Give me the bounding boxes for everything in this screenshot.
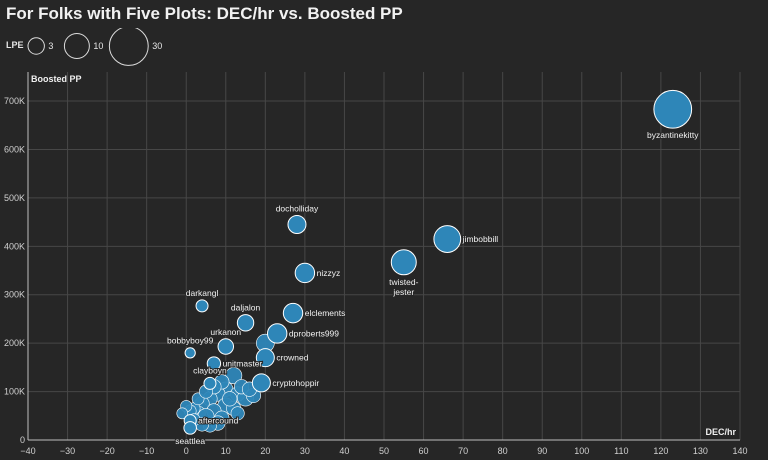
x-tick-label: −10 bbox=[139, 446, 154, 456]
size-legend: LPE 3 10 30 bbox=[6, 28, 206, 68]
x-tick-label: 140 bbox=[732, 446, 747, 456]
y-tick-label: 600K bbox=[4, 144, 25, 154]
y-tick-label: 200K bbox=[4, 338, 25, 348]
size-legend-title: LPE bbox=[6, 40, 24, 50]
x-axis-title: DEC/hr bbox=[705, 427, 736, 437]
size-legend-label: 30 bbox=[152, 41, 162, 51]
y-tick-label: 0 bbox=[20, 435, 25, 445]
point-label: crowned bbox=[276, 353, 308, 363]
y-tick-label: 400K bbox=[4, 241, 25, 251]
scatter-point bbox=[251, 373, 271, 393]
point-label: clayboyn bbox=[193, 365, 227, 375]
x-tick-label: 60 bbox=[419, 446, 429, 456]
scatter-point bbox=[653, 89, 693, 129]
x-tick-label: 50 bbox=[379, 446, 389, 456]
point-label: elclements bbox=[305, 308, 346, 318]
size-legend-circle bbox=[27, 37, 45, 55]
x-tick-label: 130 bbox=[693, 446, 708, 456]
point-label: seattlea bbox=[175, 436, 205, 446]
x-tick-label: 90 bbox=[537, 446, 547, 456]
x-tick-label: 30 bbox=[300, 446, 310, 456]
size-legend-label: 3 bbox=[48, 41, 53, 51]
scatter-point bbox=[433, 225, 462, 253]
scatter-point bbox=[294, 262, 316, 284]
chart-title: For Folks with Five Plots: DEC/hr vs. Bo… bbox=[6, 4, 403, 23]
scatter-point bbox=[230, 406, 245, 421]
scatter-point bbox=[255, 348, 275, 368]
scatter-point bbox=[287, 215, 307, 235]
y-tick-label: 100K bbox=[4, 387, 25, 397]
point-label: twisted-jester bbox=[389, 277, 418, 297]
scatter-point bbox=[203, 376, 217, 390]
x-tick-label: 120 bbox=[653, 446, 668, 456]
size-legend-svg: 3 10 30 bbox=[27, 28, 162, 66]
scatter-point bbox=[282, 302, 304, 324]
point-label: unitmaster bbox=[223, 358, 263, 368]
y-tick-label: 700K bbox=[4, 96, 25, 106]
point-label: cryptohoppir bbox=[272, 378, 319, 388]
size-legend-label: 10 bbox=[93, 41, 103, 51]
point-label: dproberts999 bbox=[289, 328, 339, 338]
point-label: darkangl bbox=[186, 288, 219, 298]
x-tick-label: −40 bbox=[20, 446, 35, 456]
scatter-point bbox=[183, 421, 197, 435]
x-tick-label: 100 bbox=[574, 446, 589, 456]
x-tick-label: −20 bbox=[99, 446, 114, 456]
point-label: urkanon bbox=[210, 327, 241, 337]
point-label: daljalon bbox=[231, 303, 261, 313]
scatter-point bbox=[217, 338, 235, 355]
point-label: byzantinekitty bbox=[647, 130, 699, 140]
y-tick-label: 500K bbox=[4, 193, 25, 203]
point-label: nizzyz bbox=[317, 268, 341, 278]
x-tick-label: 40 bbox=[339, 446, 349, 456]
x-tick-label: 20 bbox=[260, 446, 270, 456]
x-tick-label: 110 bbox=[614, 446, 628, 456]
x-tick-label: 70 bbox=[458, 446, 468, 456]
scatter-point bbox=[206, 356, 222, 371]
y-tick-label: 300K bbox=[4, 290, 25, 300]
point-label: aftercound bbox=[198, 416, 238, 426]
x-tick-label: 80 bbox=[498, 446, 508, 456]
point-label: docholliday bbox=[276, 204, 319, 214]
y-axis-title: Boosted PP bbox=[31, 74, 82, 84]
size-legend-circle bbox=[63, 33, 90, 59]
scatter-point bbox=[195, 299, 209, 313]
scatter-point bbox=[176, 407, 189, 420]
scatter-point bbox=[266, 323, 288, 344]
x-tick-label: 0 bbox=[184, 446, 189, 456]
scatter-point bbox=[222, 391, 238, 407]
x-tick-label: −30 bbox=[60, 446, 75, 456]
point-label: bobbyboy99 bbox=[167, 336, 214, 346]
scatter-point bbox=[184, 347, 196, 359]
point-label: jimbobbill bbox=[462, 234, 499, 244]
scatter-point bbox=[390, 249, 417, 276]
size-legend-circle bbox=[108, 28, 149, 66]
x-tick-label: 10 bbox=[221, 446, 231, 456]
scatter-point bbox=[236, 314, 255, 332]
